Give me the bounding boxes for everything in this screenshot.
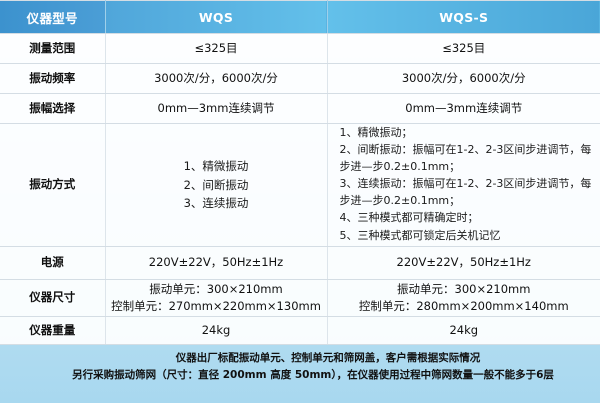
cell-wqs-s: 1、精微振动； 2、间断振动：振幅可在1-2、2-3区间步进调节，每步进—步0.2… <box>327 123 600 247</box>
column-header-wqs: WQS <box>105 0 328 34</box>
vibration-mode-list-wqs-s: 1、精微振动； 2、间断振动：振幅可在1-2、2-3区间步进调节，每步进—步0.2… <box>328 125 600 245</box>
specification-table: 仪器型号 WQS WQS-S 测量范围 ≤325目 ≤325目 振动频率 300… <box>0 0 600 345</box>
cell-wqs: 振动单元：300×210mm 控制单元：270mm×220mm×130mm <box>105 279 327 317</box>
footer-note: 仪器出厂标配振动单元、控制单元和筛网盖，客户需根据实际情况 另行采购振动筛网（尺… <box>0 350 600 385</box>
cell-wqs-s: 24kg <box>327 316 600 345</box>
table-header: 仪器型号 WQS WQS-S <box>0 0 600 34</box>
dimension-line: 振动单元：300×210mm <box>149 282 283 297</box>
cell-wqs-s: 0mm—3mm连续调节 <box>327 93 600 124</box>
vibration-mode-list-wqs: 1、精微振动 2、间断振动 3、连续振动 <box>184 157 249 214</box>
cell-wqs: 24kg <box>105 316 327 345</box>
table-row-power-supply: 电源 220V±22V，50Hz±1Hz 220V±22V，50Hz±1Hz <box>0 246 600 280</box>
list-item: 4、三种模式都可精确定时； <box>339 211 479 225</box>
table-row-vibration-frequency: 振动频率 3000次/分，6000次/分 3000次/分，6000次/分 <box>0 63 600 94</box>
row-label: 振动方式 <box>0 123 105 247</box>
cell-wqs: 0mm—3mm连续调节 <box>105 93 327 124</box>
column-header-wqs-s: WQS-S <box>327 0 600 34</box>
list-item: 2、间断振动：振幅可在1-2、2-3区间步进调节，每步进—步0.2±0.1mm； <box>339 143 592 173</box>
cell-wqs: ≤325目 <box>105 33 327 64</box>
table-row-dimensions: 仪器尺寸 振动单元：300×210mm 控制单元：270mm×220mm×130… <box>0 279 600 317</box>
row-label: 仪器重量 <box>0 316 105 345</box>
cell-wqs-s: 振动单元：300×210mm 控制单元：280mm×200mm×140mm <box>327 279 600 317</box>
table-row-measuring-range: 测量范围 ≤325目 ≤325目 <box>0 33 600 64</box>
footer-note-line-1: 仪器出厂标配振动单元、控制单元和筛网盖，客户需根据实际情况 <box>175 352 481 364</box>
cell-wqs-s: 3000次/分，6000次/分 <box>327 63 600 94</box>
list-item: 5、三种模式都可锁定后关机记忆 <box>339 228 501 242</box>
list-item: 3、连续振动：振幅可在1-2、2-3区间步进调节，每步进—步0.2±0.1mm； <box>339 177 592 207</box>
cell-wqs-s: ≤325目 <box>327 33 600 64</box>
table-body: 测量范围 ≤325目 ≤325目 振动频率 3000次/分，6000次/分 30… <box>0 33 600 345</box>
row-label: 测量范围 <box>0 33 105 64</box>
table-row-amplitude-selection: 振幅选择 0mm—3mm连续调节 0mm—3mm连续调节 <box>0 93 600 124</box>
cell-wqs: 220V±22V，50Hz±1Hz <box>105 246 327 280</box>
row-label: 振幅选择 <box>0 93 105 124</box>
row-label: 振动频率 <box>0 63 105 94</box>
table-row-vibration-mode: 振动方式 1、精微振动 2、间断振动 3、连续振动 1、精微振动； 2、间断振动：振幅… <box>0 123 600 247</box>
row-label: 仪器尺寸 <box>0 279 105 317</box>
table-header-row: 仪器型号 WQS WQS-S <box>0 0 600 34</box>
cell-wqs: 1、精微振动 2、间断振动 3、连续振动 <box>105 123 327 247</box>
list-item: 2、间断振动 <box>183 177 249 192</box>
list-item: 1、精微振动； <box>339 125 413 139</box>
table-row-weight: 仪器重量 24kg 24kg <box>0 316 600 345</box>
cell-wqs-s: 220V±22V，50Hz±1Hz <box>327 246 600 280</box>
column-header-model: 仪器型号 <box>0 0 106 34</box>
cell-wqs: 3000次/分，6000次/分 <box>105 63 327 94</box>
list-item: 1、精微振动 <box>183 158 249 173</box>
footer-note-line-2: 另行采购振动筛网（尺寸：直径 200mm 高度 50mm），在仪器使用过程中筛网… <box>72 369 554 382</box>
dimension-line: 振动单元：300×210mm <box>397 282 531 297</box>
row-label: 电源 <box>0 246 105 280</box>
dimension-line: 控制单元：270mm×220mm×130mm <box>111 299 321 313</box>
list-item: 3、连续振动 <box>183 196 249 211</box>
dimension-line: 控制单元：280mm×200mm×140mm <box>358 299 569 313</box>
